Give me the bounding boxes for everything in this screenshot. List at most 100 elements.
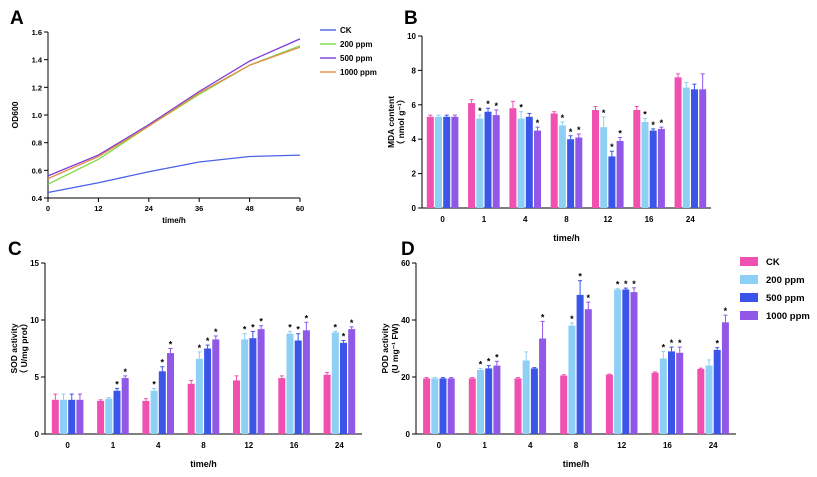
bar — [476, 118, 484, 208]
significance-mark: * — [618, 128, 622, 138]
bar — [592, 110, 599, 208]
bar — [423, 378, 431, 434]
y-axis-title: POD activity — [380, 323, 390, 373]
bar — [195, 358, 203, 434]
y-axis-title: OD600 — [10, 101, 20, 128]
bar — [522, 360, 530, 434]
bar — [600, 127, 608, 208]
significance-mark: * — [305, 313, 309, 323]
significance-mark: * — [715, 339, 719, 349]
bar — [651, 372, 659, 434]
x-tick-label: 1 — [111, 441, 116, 450]
bar — [212, 339, 220, 434]
x-tick-label: 24 — [709, 441, 718, 450]
bar — [233, 380, 240, 434]
y-tick-label: 1.0 — [32, 111, 42, 120]
bar — [682, 87, 690, 208]
y-tick-label: 60 — [401, 259, 410, 268]
y-tick-label: 8 — [412, 66, 417, 75]
legend-label-1: 200 ppm — [340, 40, 372, 49]
significance-mark: * — [561, 113, 565, 123]
bar — [525, 116, 533, 208]
bar — [187, 383, 195, 434]
legend-label-0: CK — [340, 26, 352, 35]
bar — [105, 398, 113, 434]
significance-mark: * — [660, 118, 664, 128]
panel-label-c: C — [8, 239, 22, 260]
significance-mark: * — [569, 127, 573, 137]
x-tick-label: 12 — [94, 204, 102, 213]
significance-mark: * — [541, 312, 545, 322]
x-tick-label: 0 — [46, 204, 50, 213]
bar — [340, 342, 347, 434]
bar — [431, 378, 439, 434]
significance-mark: * — [487, 357, 491, 367]
bar — [530, 368, 538, 434]
y-tick-label: 1.2 — [32, 83, 42, 92]
bar — [713, 349, 721, 434]
bar — [484, 111, 492, 208]
significance-mark: * — [624, 279, 628, 289]
y-tick-label: 1.6 — [32, 28, 42, 37]
x-tick-label: 8 — [574, 441, 579, 450]
significance-mark: * — [724, 306, 728, 316]
bar — [68, 399, 76, 434]
x-tick-label: 1 — [482, 215, 487, 224]
y-axis-title: MDA content — [386, 96, 396, 148]
y-tick-label: 15 — [30, 259, 39, 268]
x-tick-label: 16 — [645, 215, 654, 224]
bar — [699, 89, 707, 208]
x-tick-label: 48 — [245, 204, 253, 213]
x-tick-label: 0 — [440, 215, 445, 224]
bar — [76, 399, 84, 434]
significance-mark: * — [519, 103, 523, 113]
y-tick-label: 10 — [407, 32, 416, 41]
bar — [439, 378, 447, 434]
bar — [691, 89, 698, 208]
x-axis-title: time/h — [190, 459, 217, 469]
significance-mark: * — [342, 332, 346, 342]
bar — [150, 390, 158, 434]
bar — [659, 358, 667, 434]
significance-mark: * — [115, 379, 119, 389]
bar — [302, 330, 310, 434]
bar — [447, 378, 455, 434]
y-tick-label: 1.4 — [32, 56, 43, 65]
bar — [167, 353, 174, 434]
bar — [331, 332, 339, 434]
bar — [249, 338, 257, 434]
bar — [348, 329, 356, 434]
significance-mark: * — [152, 379, 156, 389]
significance-mark: * — [288, 322, 292, 332]
significance-mark: * — [662, 342, 666, 352]
bar — [517, 118, 525, 208]
y-tick-label: 10 — [30, 316, 39, 325]
significance-mark: * — [486, 99, 490, 109]
significance-mark: * — [494, 101, 498, 111]
significance-mark: * — [670, 338, 674, 348]
bar — [443, 116, 451, 208]
legend-swatch-2 — [740, 293, 758, 302]
bar — [576, 294, 584, 434]
series-line-3 — [47, 46, 301, 180]
bar — [550, 113, 558, 208]
legend-swatch-3 — [740, 311, 758, 320]
bar — [113, 390, 121, 434]
x-tick-label: 12 — [603, 215, 612, 224]
y-tick-label: 0 — [35, 430, 40, 439]
bar — [605, 374, 613, 434]
significance-mark: * — [495, 352, 499, 362]
y-axis-subtitle: （ nmol g⁻¹） — [396, 95, 406, 150]
significance-mark: * — [251, 322, 255, 332]
bar — [584, 309, 592, 434]
bar — [435, 116, 442, 208]
significance-mark: * — [678, 338, 682, 348]
significance-mark: * — [587, 293, 591, 303]
significance-mark: * — [577, 125, 581, 135]
bar — [121, 378, 129, 434]
bar — [633, 110, 641, 208]
x-tick-label: 12 — [244, 441, 253, 450]
bar — [705, 365, 713, 434]
x-tick-label: 24 — [145, 204, 154, 213]
